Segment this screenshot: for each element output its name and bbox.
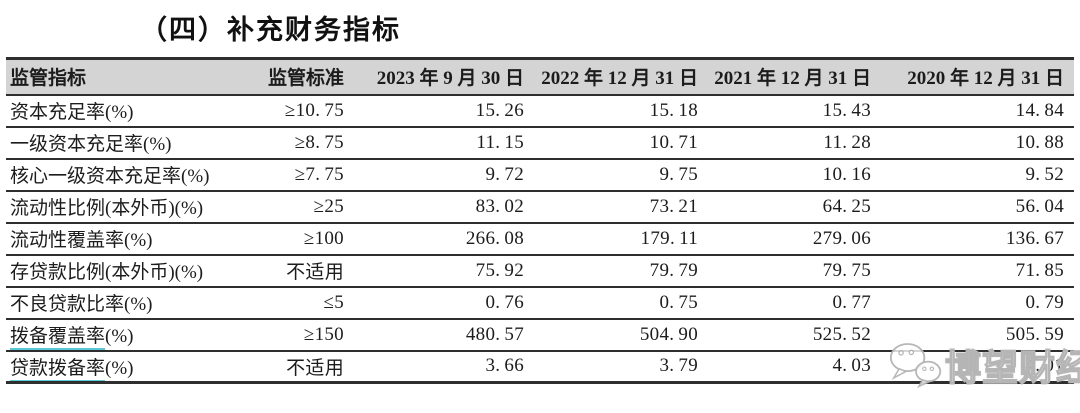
value-2022-cell: 9. 75 (526, 158, 700, 192)
value-2020-cell: 56. 04 (873, 190, 1074, 224)
indicator-unit: (%) (174, 198, 204, 219)
financial-indicators-table: 监管指标 监管标准 2023 年 9 月 30 日 2022 年 12 月 31… (6, 57, 1074, 384)
standard-cell: ≥100 (256, 222, 350, 256)
value-2023-cell: 3. 66 (350, 350, 526, 384)
standard-cell: ≥8. 75 (256, 126, 350, 160)
section-title: （四）补充财务指标 (140, 15, 401, 45)
value-2021-cell: 525. 52 (700, 318, 873, 352)
value-2023-cell: 266. 08 (350, 222, 526, 256)
table-row: 拨备覆盖率(%) ≥150 480. 57 504. 90 525. 52 50… (6, 318, 1074, 352)
table-row: 核心一级资本充足率(%) ≥7. 75 9. 72 9. 75 10. 16 9… (6, 158, 1074, 192)
indicator-cell: 拨备覆盖率(%) (6, 318, 256, 352)
indicator-unit: (%) (124, 294, 153, 315)
value-2022-cell: 3. 79 (526, 350, 700, 384)
indicator-unit: (%) (174, 262, 204, 283)
indicator-cell: 存贷款比例(本外币)(%) (6, 254, 256, 288)
value-2021-cell: 279. 06 (700, 222, 873, 256)
standard-cell: 不适用 (256, 254, 350, 288)
indicator-cell: 流动性比例(本外币)(%) (6, 190, 256, 224)
indicator-name: 核心一级资本充足率 (10, 166, 182, 187)
value-2022-cell: 73. 21 (526, 190, 700, 224)
standard-cell: ≥25 (256, 190, 350, 224)
value-2021-cell: 64. 25 (700, 190, 873, 224)
indicator-cell: 一级资本充足率(%) (6, 126, 256, 160)
standard-cell: ≤5 (256, 286, 350, 320)
value-2020-cell: 71. 85 (873, 254, 1074, 288)
indicator-cell: 贷款拨备率(%) (6, 350, 256, 384)
col-header-2020: 2020 年 12 月 31 日 (873, 58, 1074, 96)
value-2022-cell: 0. 75 (526, 286, 700, 320)
col-header-2023: 2023 年 9 月 30 日 (350, 58, 526, 96)
table-row: 一级资本充足率(%) ≥8. 75 11. 15 10. 71 11. 28 1… (6, 126, 1074, 160)
value-2022-cell: 179. 11 (526, 222, 700, 256)
value-2021-cell: 15. 43 (700, 94, 873, 128)
standard-cell: ≥7. 75 (256, 158, 350, 192)
indicator-name: 一级资本充足率 (10, 134, 144, 155)
value-2021-cell: 0. 77 (700, 286, 873, 320)
value-2023-cell: 11. 15 (350, 126, 526, 160)
table-row: 资本充足率(%) ≥10. 75 15. 26 15. 18 15. 43 14… (6, 94, 1074, 128)
indicator-name: 资本充足率 (10, 102, 106, 123)
value-2023-cell: 83. 02 (350, 190, 526, 224)
standard-cell: ≥10. 75 (256, 94, 350, 128)
indicator-name: 流动性覆盖率 (10, 230, 125, 251)
value-2020-cell: 4. 01 (873, 350, 1074, 384)
standard-cell: 不适用 (256, 350, 350, 384)
col-header-2021: 2021 年 12 月 31 日 (700, 58, 873, 96)
value-2022-cell: 79. 79 (526, 254, 700, 288)
table-row: 贷款拨备率(%) 不适用 3. 66 3. 79 4. 03 4. 01 (6, 350, 1074, 384)
table-row: 存贷款比例(本外币)(%) 不适用 75. 92 79. 79 79. 75 7… (6, 254, 1074, 288)
value-2023-cell: 480. 57 (350, 318, 526, 352)
indicator-name: 贷款拨备率 (10, 357, 106, 381)
indicator-cell: 流动性覆盖率(%) (6, 222, 256, 256)
value-2021-cell: 10. 16 (700, 158, 873, 192)
value-2020-cell: 14. 84 (873, 94, 1074, 128)
indicator-cell: 核心一级资本充足率(%) (6, 158, 256, 192)
table-row: 不良贷款比率(%) ≤5 0. 76 0. 75 0. 77 0. 79 (6, 286, 1074, 320)
value-2023-cell: 9. 72 (350, 158, 526, 192)
value-2023-cell: 15. 26 (350, 94, 526, 128)
table-header-row: 监管指标 监管标准 2023 年 9 月 30 日 2022 年 12 月 31… (6, 58, 1074, 96)
value-2023-cell: 0. 76 (350, 286, 526, 320)
indicator-cell: 资本充足率(%) (6, 94, 256, 128)
indicator-name: 存贷款比例(本外币) (10, 262, 175, 283)
table-row: 流动性比例(本外币)(%) ≥25 83. 02 73. 21 64. 25 5… (6, 190, 1074, 224)
indicator-unit: (%) (105, 357, 134, 379)
indicator-name: 不良贷款比率 (10, 294, 125, 315)
value-2020-cell: 136. 67 (873, 222, 1074, 256)
indicator-unit: (%) (181, 166, 210, 187)
indicator-unit: (%) (124, 230, 153, 251)
indicator-unit: (%) (143, 134, 172, 155)
value-2020-cell: 9. 52 (873, 158, 1074, 192)
value-2020-cell: 0. 79 (873, 286, 1074, 320)
indicator-unit: (%) (105, 326, 134, 347)
value-2022-cell: 15. 18 (526, 94, 700, 128)
value-2021-cell: 11. 28 (700, 126, 873, 160)
indicator-unit: (%) (105, 102, 134, 123)
value-2020-cell: 10. 88 (873, 126, 1074, 160)
col-header-standard: 监管标准 (256, 58, 350, 96)
indicator-cell: 不良贷款比率(%) (6, 286, 256, 320)
value-2022-cell: 10. 71 (526, 126, 700, 160)
value-2021-cell: 79. 75 (700, 254, 873, 288)
value-2020-cell: 505. 59 (873, 318, 1074, 352)
value-2023-cell: 75. 92 (350, 254, 526, 288)
value-2021-cell: 4. 03 (700, 350, 873, 384)
col-header-indicator: 监管指标 (6, 58, 256, 96)
col-header-2022: 2022 年 12 月 31 日 (526, 58, 700, 96)
table-row: 流动性覆盖率(%) ≥100 266. 08 179. 11 279. 06 1… (6, 222, 1074, 256)
value-2022-cell: 504. 90 (526, 318, 700, 352)
standard-cell: ≥150 (256, 318, 350, 352)
indicator-name: 流动性比例(本外币) (10, 198, 175, 219)
indicator-name: 拨备覆盖率 (10, 326, 106, 349)
